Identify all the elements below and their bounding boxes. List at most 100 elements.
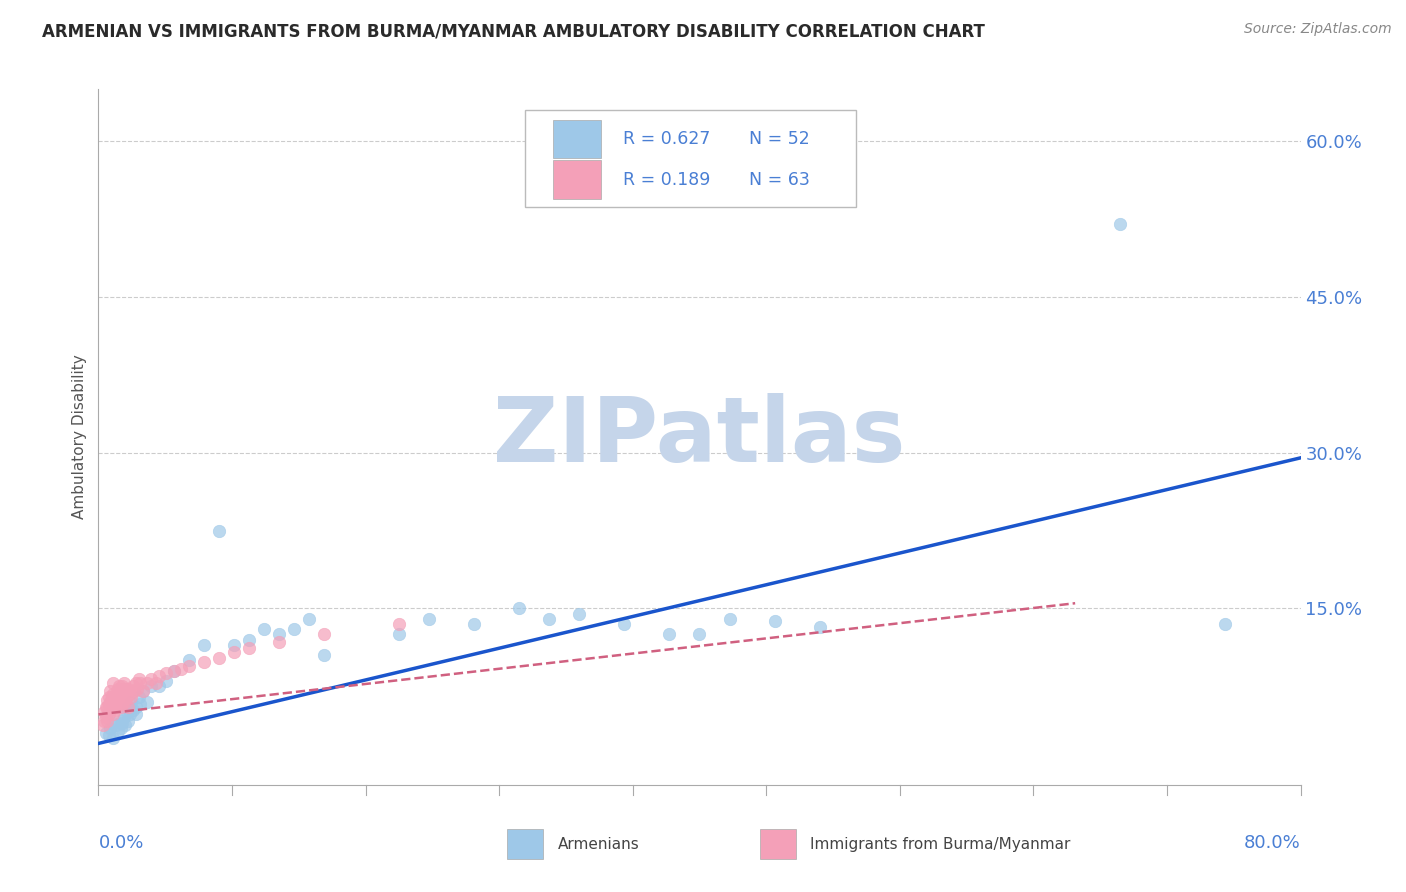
Point bbox=[97, 690, 120, 704]
Point bbox=[97, 707, 120, 722]
Point bbox=[111, 715, 134, 730]
Text: 80.0%: 80.0% bbox=[1244, 834, 1301, 852]
Text: Armenians: Armenians bbox=[558, 837, 640, 852]
Point bbox=[97, 697, 120, 711]
Point bbox=[127, 682, 149, 697]
Point bbox=[108, 695, 131, 709]
Point bbox=[267, 627, 290, 641]
Point bbox=[115, 690, 138, 704]
Point bbox=[105, 700, 128, 714]
Point bbox=[94, 700, 117, 714]
Point bbox=[763, 614, 786, 628]
Text: Source: ZipAtlas.com: Source: ZipAtlas.com bbox=[1244, 22, 1392, 37]
Point bbox=[1109, 217, 1132, 231]
Point bbox=[463, 617, 485, 632]
Point bbox=[208, 651, 231, 665]
Point bbox=[128, 690, 150, 704]
Point bbox=[222, 638, 245, 652]
Point bbox=[100, 695, 122, 709]
Point bbox=[103, 707, 125, 722]
Point bbox=[118, 687, 141, 701]
Point bbox=[107, 682, 129, 697]
FancyBboxPatch shape bbox=[553, 161, 600, 199]
Text: ARMENIAN VS IMMIGRANTS FROM BURMA/MYANMAR AMBULATORY DISABILITY CORRELATION CHAR: ARMENIAN VS IMMIGRANTS FROM BURMA/MYANMA… bbox=[42, 22, 986, 40]
Point bbox=[117, 700, 139, 714]
Point bbox=[97, 728, 120, 742]
Point bbox=[177, 653, 200, 667]
Point bbox=[96, 714, 118, 728]
FancyBboxPatch shape bbox=[553, 120, 600, 158]
Point bbox=[94, 726, 117, 740]
Point bbox=[104, 693, 127, 707]
Point bbox=[117, 682, 139, 697]
Text: N = 52: N = 52 bbox=[749, 130, 810, 148]
Text: N = 63: N = 63 bbox=[749, 170, 810, 188]
Point bbox=[103, 687, 125, 701]
Point bbox=[238, 640, 260, 655]
Point bbox=[112, 676, 135, 690]
Point bbox=[132, 684, 155, 698]
Point bbox=[114, 695, 136, 709]
Point bbox=[388, 617, 411, 632]
Point bbox=[388, 627, 411, 641]
Point bbox=[100, 721, 122, 735]
Point bbox=[125, 707, 148, 722]
Point bbox=[148, 679, 170, 693]
Point bbox=[253, 622, 276, 636]
Point bbox=[104, 703, 127, 717]
Point bbox=[103, 697, 125, 711]
Point bbox=[96, 693, 118, 707]
Point bbox=[105, 717, 128, 731]
Point bbox=[105, 687, 128, 701]
Text: ZIPatlas: ZIPatlas bbox=[494, 393, 905, 481]
Point bbox=[129, 697, 152, 711]
Point bbox=[103, 731, 125, 746]
Point bbox=[139, 679, 162, 693]
Point bbox=[110, 721, 132, 735]
Point bbox=[94, 710, 117, 724]
FancyBboxPatch shape bbox=[759, 830, 796, 859]
Point bbox=[139, 672, 162, 686]
Point bbox=[111, 679, 134, 693]
Point bbox=[238, 632, 260, 647]
Point bbox=[222, 645, 245, 659]
Point bbox=[121, 695, 143, 709]
Point bbox=[110, 714, 132, 728]
Point bbox=[418, 612, 440, 626]
Point bbox=[103, 715, 125, 730]
Point bbox=[193, 656, 215, 670]
Point bbox=[312, 648, 335, 662]
Point bbox=[122, 679, 145, 693]
Point bbox=[129, 676, 152, 690]
Point bbox=[312, 627, 335, 641]
Point bbox=[124, 684, 146, 698]
Text: R = 0.189: R = 0.189 bbox=[623, 170, 710, 188]
Point bbox=[115, 706, 138, 720]
Point bbox=[145, 676, 167, 690]
Point bbox=[128, 672, 150, 686]
Point bbox=[100, 684, 122, 698]
Point bbox=[155, 665, 177, 680]
Point bbox=[91, 717, 114, 731]
Point bbox=[162, 664, 184, 678]
Point bbox=[107, 697, 129, 711]
Point bbox=[538, 612, 561, 626]
Point bbox=[177, 658, 200, 673]
Point bbox=[103, 676, 125, 690]
Y-axis label: Ambulatory Disability: Ambulatory Disability bbox=[72, 355, 87, 519]
Point bbox=[1215, 617, 1237, 632]
Point bbox=[110, 684, 132, 698]
Point bbox=[96, 700, 118, 714]
Point bbox=[117, 714, 139, 728]
Point bbox=[112, 693, 135, 707]
Point bbox=[135, 695, 157, 709]
Point bbox=[111, 697, 134, 711]
Point bbox=[93, 714, 115, 728]
FancyBboxPatch shape bbox=[508, 830, 543, 859]
Point bbox=[108, 679, 131, 693]
Point bbox=[107, 723, 129, 738]
Point bbox=[132, 684, 155, 698]
Point bbox=[114, 717, 136, 731]
Point bbox=[267, 634, 290, 648]
Point bbox=[508, 601, 530, 615]
